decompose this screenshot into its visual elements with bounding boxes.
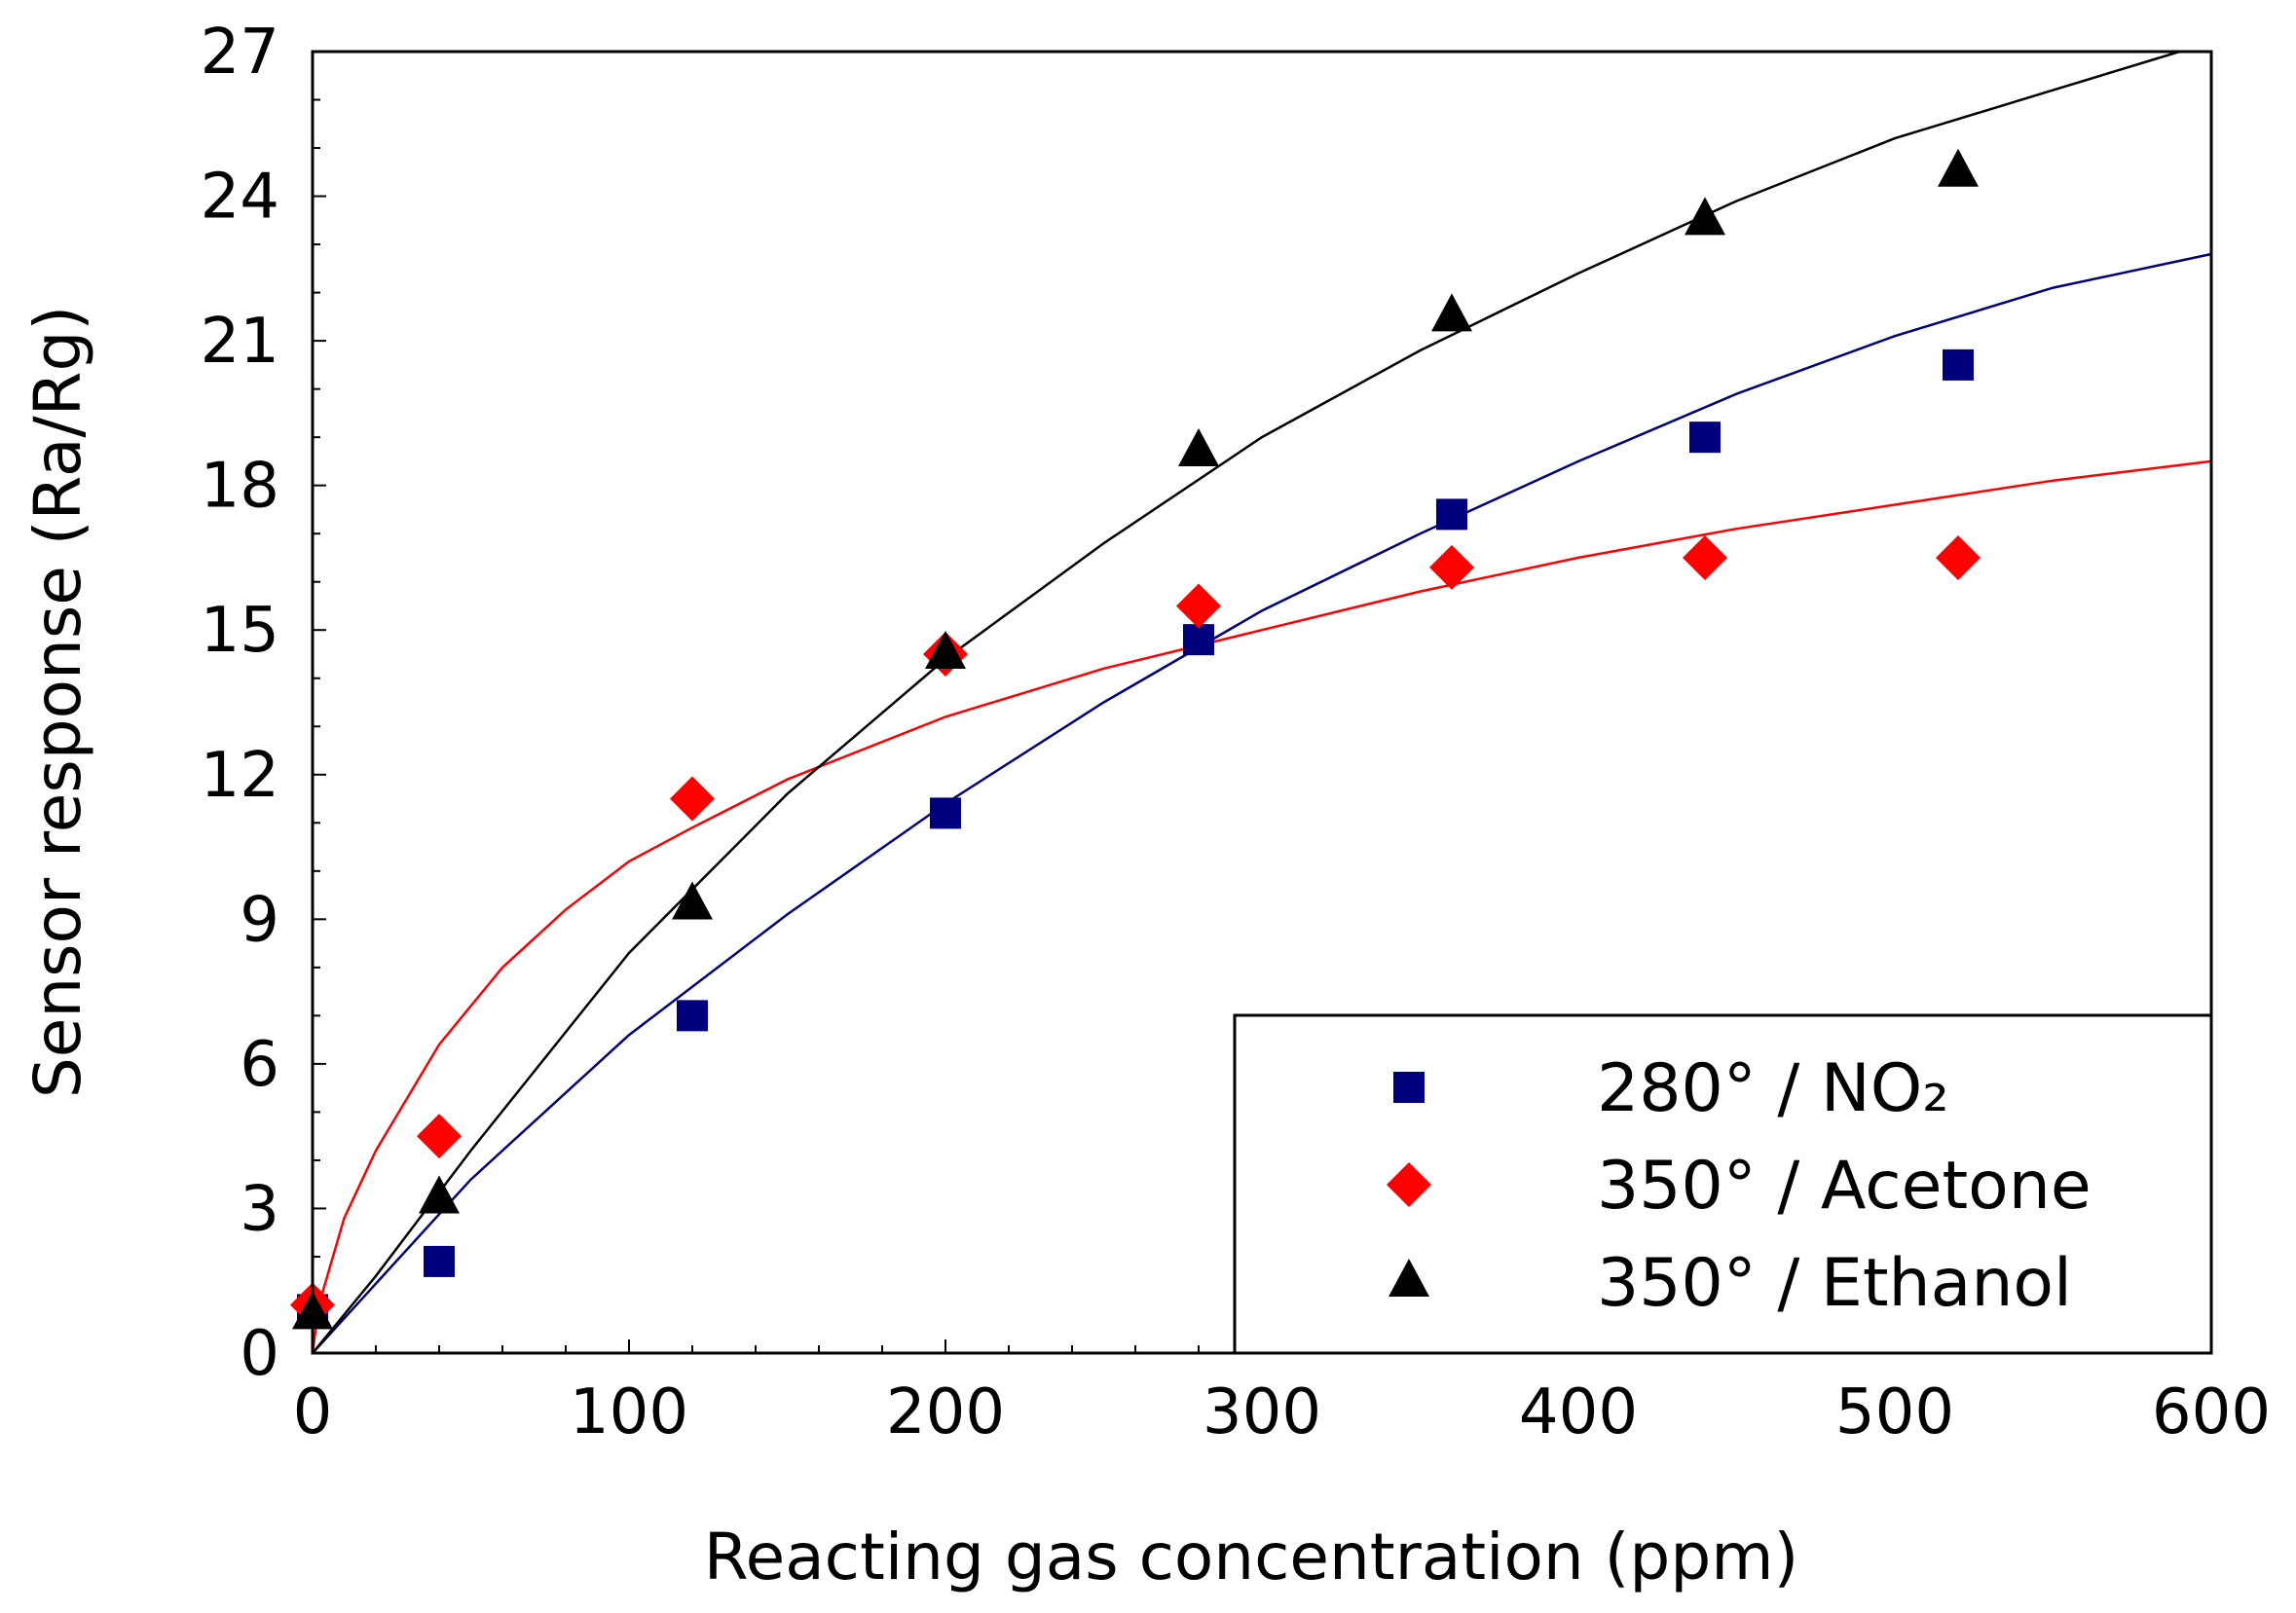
legend-label-0: 280° / NO₂ <box>1597 1050 1949 1127</box>
point-series-1-7 <box>1936 534 1981 580</box>
point-series-1-2 <box>670 776 715 822</box>
point-series-1-6 <box>1683 534 1727 580</box>
x-tick-label: 100 <box>570 1376 688 1448</box>
y-tick-label: 18 <box>201 451 279 523</box>
point-series-1-4 <box>1176 583 1221 629</box>
y-axis-title: Sensor response (Ra/Rg) <box>20 306 95 1098</box>
point-series-1-1 <box>417 1114 462 1159</box>
x-tick-label: 600 <box>2152 1376 2271 1448</box>
legend: 280° / NO₂ 350° / Acetone 350° / Ethanol <box>1233 1013 2213 1355</box>
y-tick-label: 6 <box>240 1029 279 1101</box>
fit-line-series-1 <box>311 459 2212 1354</box>
tick-labels: 0 100 200 300 400 500 600 0 3 6 9 12 15 18 21 24 27 <box>201 17 2272 1448</box>
y-tick-label: 27 <box>201 17 279 89</box>
x-tick-label: 200 <box>886 1376 1005 1448</box>
point-series-2-3 <box>925 630 966 669</box>
legend-marker-0 <box>1393 1072 1425 1103</box>
x-tick-label: 400 <box>1519 1376 1638 1448</box>
y-tick-label: 12 <box>201 740 279 812</box>
y-tick-label: 21 <box>201 306 279 378</box>
x-axis-title: Reacting gas concentration (ppm) <box>704 1520 1799 1595</box>
x-tick-label: 500 <box>1835 1376 1954 1448</box>
y-tick-label: 15 <box>201 595 279 667</box>
y-tick-label: 9 <box>240 884 279 956</box>
fit-line-series-2 <box>312 50 2180 1354</box>
point-series-0-1 <box>424 1245 455 1277</box>
legend-items: 280° / NO₂ 350° / Acetone 350° / Ethanol <box>1387 1050 2092 1322</box>
fit-curves <box>311 50 2212 1354</box>
point-series-0-3 <box>930 797 961 829</box>
legend-label-2: 350° / Ethanol <box>1597 1245 2072 1322</box>
point-series-2-1 <box>419 1175 460 1214</box>
legend-marker-1 <box>1387 1162 1431 1207</box>
x-tick-label: 300 <box>1203 1376 1321 1448</box>
point-series-0-7 <box>1943 348 1974 381</box>
point-series-2-2 <box>672 881 713 920</box>
point-series-1-5 <box>1429 544 1474 590</box>
point-series-2-6 <box>1685 197 1725 236</box>
y-tick-label: 0 <box>240 1318 279 1390</box>
point-series-2-7 <box>1938 148 1979 187</box>
point-series-0-6 <box>1689 422 1721 454</box>
x-tick-label: 0 <box>293 1376 333 1448</box>
point-series-0-4 <box>1183 624 1214 656</box>
fit-line-series-0 <box>312 252 2212 1354</box>
legend-label-1: 350° / Acetone <box>1597 1148 2092 1225</box>
y-tick-label: 3 <box>240 1173 279 1245</box>
point-series-0-2 <box>677 1000 708 1032</box>
point-series-0-5 <box>1436 498 1467 531</box>
y-tick-label: 24 <box>201 162 279 234</box>
legend-marker-2 <box>1389 1259 1429 1297</box>
point-series-2-4 <box>1178 428 1219 467</box>
data-points <box>290 148 1981 1330</box>
point-series-2-5 <box>1431 293 1472 332</box>
